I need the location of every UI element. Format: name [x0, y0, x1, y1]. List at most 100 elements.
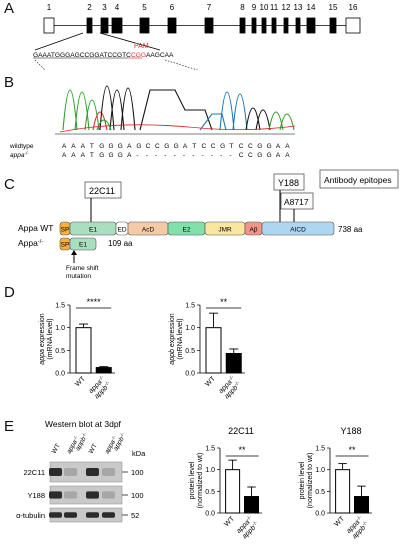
- y-axis-sublabel: (normalized to wt): [197, 453, 204, 509]
- zoom-line-left: [34, 32, 84, 51]
- exon-number: 9: [252, 3, 257, 12]
- y-tick-label: 1.0: [315, 467, 325, 474]
- wt-base: C: [248, 143, 253, 150]
- x-tick-sup: -/-: [233, 380, 241, 388]
- mutant-base: A: [71, 152, 76, 159]
- wt-base: A: [276, 143, 281, 150]
- blot-band: [86, 468, 99, 476]
- blot-band: [49, 512, 62, 518]
- wt-base: A: [183, 143, 188, 150]
- y-tick-label: 0.5: [205, 489, 215, 496]
- trace-low-t: [59, 124, 296, 133]
- epitope-a8717-box: [280, 192, 314, 210]
- domain-label: Aβ: [249, 227, 257, 234]
- trace-peak-g: [255, 109, 271, 131]
- exon-number: 2: [87, 3, 92, 12]
- y-axis-label-gene: appb: [169, 349, 176, 365]
- x-tick-sup: -/-: [98, 374, 106, 382]
- wt-base: A: [285, 143, 290, 150]
- blot-band: [86, 491, 99, 499]
- y-tick-label: 0.0: [205, 511, 215, 518]
- mutant-label-gene: appa: [10, 152, 25, 159]
- mutant-base: A: [81, 152, 86, 159]
- wt-base: A: [127, 143, 132, 150]
- appb-expression-chart: 0.0 0.5 1.0 1.5 appb expression (mRNA level) W…: [169, 297, 245, 400]
- mutant-base: -: [146, 152, 148, 159]
- mutant-base: C: [248, 152, 253, 159]
- wt-base: G: [118, 143, 123, 150]
- target-sequence: GAAATGGGAGCCGGATCCGTCCGGAAGCAA: [33, 52, 174, 59]
- x-tick-label: appa-/- appb-/-: [344, 514, 370, 540]
- dotted-guide-left: [34, 59, 46, 70]
- gene-structure-diagram: 1 2 3 4 5 6 7 8 9 10 11 12 13 14 15 16 PAM GAAATGGGAGCC…: [33, 3, 361, 70]
- wildtype-label: wildtype: [9, 143, 34, 150]
- lane-label-sup: -/-: [119, 431, 126, 438]
- x-tick-label: WT: [333, 515, 346, 528]
- y-axis-label: protein level: [189, 461, 196, 499]
- mutant-base: -: [174, 152, 176, 159]
- domain-label: E1: [89, 227, 97, 234]
- frameshift-label: Frame shift mutation: [66, 265, 99, 280]
- lane-label-text: WT: [88, 443, 99, 455]
- blot-band: [86, 512, 99, 518]
- epitope-22c11-label: 22C11: [89, 186, 115, 196]
- x-tick-sup: -/-: [103, 380, 111, 388]
- trace-peak-a: [84, 99, 100, 131]
- panel-letter-b: B: [4, 74, 15, 91]
- lane-label-sup: -/-: [72, 434, 79, 441]
- mutant-base: G: [109, 152, 114, 159]
- significance-stars: **: [220, 297, 228, 307]
- blot-row-label: Y188: [27, 491, 45, 500]
- appa-mut-label: Appa-/-: [18, 238, 43, 248]
- wt-base: G: [109, 143, 114, 150]
- exon-number: 10: [260, 3, 269, 12]
- y-tick-label: 1.5: [185, 303, 195, 310]
- x-tick-label: WT: [74, 375, 87, 388]
- exon-number: 4: [115, 3, 120, 12]
- y-tick-label: 0.5: [315, 489, 325, 496]
- wt-base: G: [220, 143, 225, 150]
- y-tick-label: 1.5: [315, 446, 325, 453]
- lane-label: WT: [88, 443, 99, 455]
- mutant-base: A: [127, 152, 132, 159]
- blot-band: [49, 468, 62, 476]
- domain-label: E2: [183, 227, 191, 234]
- trace-peak-g: [99, 85, 115, 131]
- wt-base: G: [136, 143, 141, 150]
- mutant-base: A: [276, 152, 281, 159]
- y-tick-label: 1.5: [205, 446, 215, 453]
- trace-plateau-c: [199, 113, 227, 131]
- exon-number: 8: [240, 3, 245, 12]
- trace-peak-t: [92, 111, 108, 131]
- mutant-base: A: [285, 152, 290, 159]
- y-tick-label: 0.5: [55, 348, 65, 355]
- domain-label: AICD: [290, 227, 306, 234]
- kda-value: 100: [131, 491, 144, 500]
- exon-box: [306, 17, 316, 34]
- epitope-box-label: Antibody epitopes: [324, 175, 392, 185]
- blot-band: [64, 468, 77, 476]
- y-axis-label-gene: appa: [39, 349, 46, 365]
- exon-box: [261, 17, 267, 34]
- significance-stars: **: [239, 445, 247, 455]
- epitope-22c11-box: [84, 181, 122, 199]
- x-tick-label: appa-/- appb-/-: [234, 514, 260, 540]
- wt-base: C: [202, 143, 207, 150]
- exon-box: [295, 17, 301, 34]
- exon-box: [100, 17, 109, 34]
- x-tick-label: WT: [223, 515, 236, 528]
- x-tick-sup: -/-: [361, 520, 369, 528]
- domain-label: ED: [117, 227, 126, 234]
- wt-base: A: [62, 143, 67, 150]
- wt-base: T: [90, 143, 94, 150]
- y-tick-label: 0.0: [55, 371, 65, 378]
- wt-base: T: [229, 143, 233, 150]
- y-axis-label: appb expression: [169, 313, 176, 364]
- exon-number: 13: [294, 3, 303, 12]
- bar-mutant: [95, 367, 112, 374]
- mutant-label-sup: -/-: [24, 151, 29, 156]
- exon-number: 3: [102, 3, 107, 12]
- lane-label-text: WT: [51, 443, 62, 455]
- chart-title: 22C11: [228, 426, 254, 436]
